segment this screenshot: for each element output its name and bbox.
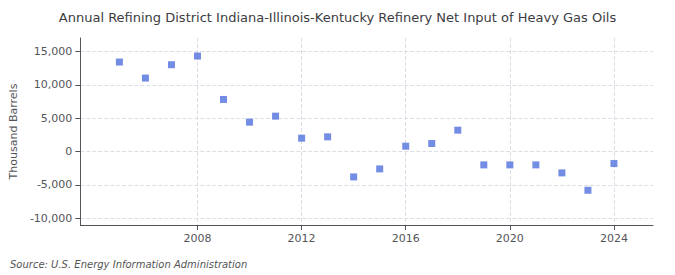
svg-text:-5,000: -5,000 [37,178,72,191]
svg-text:10,000: 10,000 [34,78,73,91]
svg-text:2016: 2016 [392,232,420,245]
svg-text:Annual Refining District India: Annual Refining District Indiana-Illinoi… [59,10,617,25]
svg-text:2024: 2024 [600,232,628,245]
svg-text:Source: U.S. Energy Informatio: Source: U.S. Energy Information Administ… [10,259,247,270]
svg-text:5,000: 5,000 [41,112,73,125]
svg-text:2020: 2020 [496,232,524,245]
svg-text:Thousand Barrels: Thousand Barrels [7,83,20,180]
svg-text:2008: 2008 [183,232,211,245]
svg-text:-10,000: -10,000 [30,212,72,225]
svg-text:15,000: 15,000 [34,45,73,58]
svg-text:0: 0 [65,145,72,158]
svg-text:2012: 2012 [288,232,316,245]
